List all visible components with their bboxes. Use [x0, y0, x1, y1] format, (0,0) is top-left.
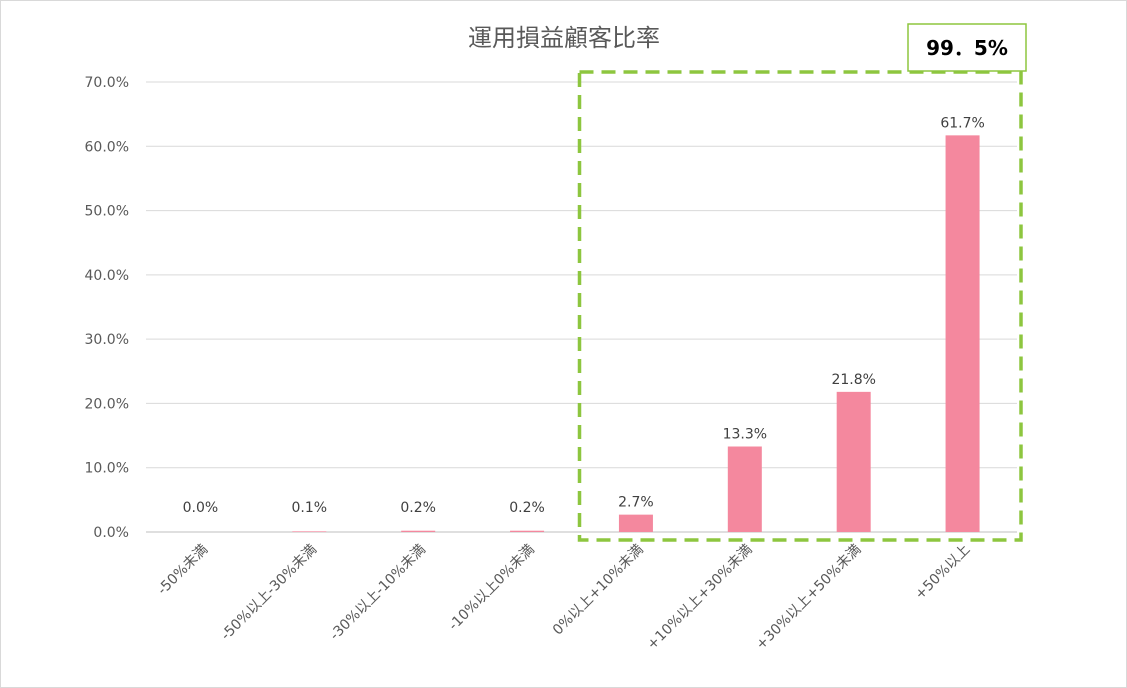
highlight-group: 99．5% [577, 23, 1027, 542]
y-axis: 0.0% 10.0% 20.0% 30.0% 40.0% 50.0% 60.0% 70.0% [85, 75, 129, 541]
y-tick-label: 10.0% [85, 461, 129, 477]
bar [836, 391, 871, 532]
y-tick-label: 30.0% [85, 332, 129, 348]
data-label: 21.8% [831, 372, 875, 388]
data-label: 0.2% [400, 500, 436, 516]
gridlines [146, 81, 1017, 533]
x-tick-label: 0%以上+10%未満 [550, 542, 647, 639]
x-tick-label: +10%以上+30%未満 [644, 542, 756, 654]
data-label: 0.1% [292, 500, 328, 516]
data-label: 0.2% [509, 500, 545, 516]
chart-title: 運用損益顧客比率 [468, 24, 660, 52]
x-tick-label: +50%以上 [912, 542, 973, 603]
bar [945, 135, 980, 532]
x-tick-label: -30%以上-10%未満 [327, 542, 429, 644]
y-tick-label: 20.0% [85, 396, 129, 412]
callout-label: 99．5% [926, 36, 1008, 60]
bars [292, 135, 980, 532]
bar [401, 530, 436, 532]
x-tick-label: -50%未満 [155, 542, 212, 599]
y-tick-label: 60.0% [85, 139, 129, 155]
data-labels: 0.0% 0.1% 0.2% 0.2% 2.7% 13.3% 21.8% 61.7% [183, 115, 985, 516]
data-label: 13.3% [723, 427, 767, 443]
x-tick-label: -10%以上0%未満 [446, 542, 538, 634]
highlight-dashed-box [577, 70, 1023, 542]
bar [292, 531, 327, 532]
data-label: 0.0% [183, 500, 219, 516]
y-tick-label: 0.0% [93, 525, 129, 541]
x-tick-label: +30%以上+50%未満 [753, 542, 865, 654]
y-tick-label: 70.0% [85, 75, 129, 91]
x-axis: -50%未満 -50%以上-30%未満 -30%以上-10%未満 -10%以上0%未満… [155, 542, 974, 654]
bar [618, 514, 653, 532]
y-tick-label: 50.0% [85, 204, 129, 220]
y-tick-label: 40.0% [85, 268, 129, 284]
callout-box [907, 23, 1027, 72]
x-tick-label: -50%以上-30%未満 [218, 542, 320, 644]
bar [727, 446, 762, 532]
data-label: 2.7% [618, 495, 654, 511]
data-label: 61.7% [940, 115, 984, 131]
bar [510, 530, 545, 532]
